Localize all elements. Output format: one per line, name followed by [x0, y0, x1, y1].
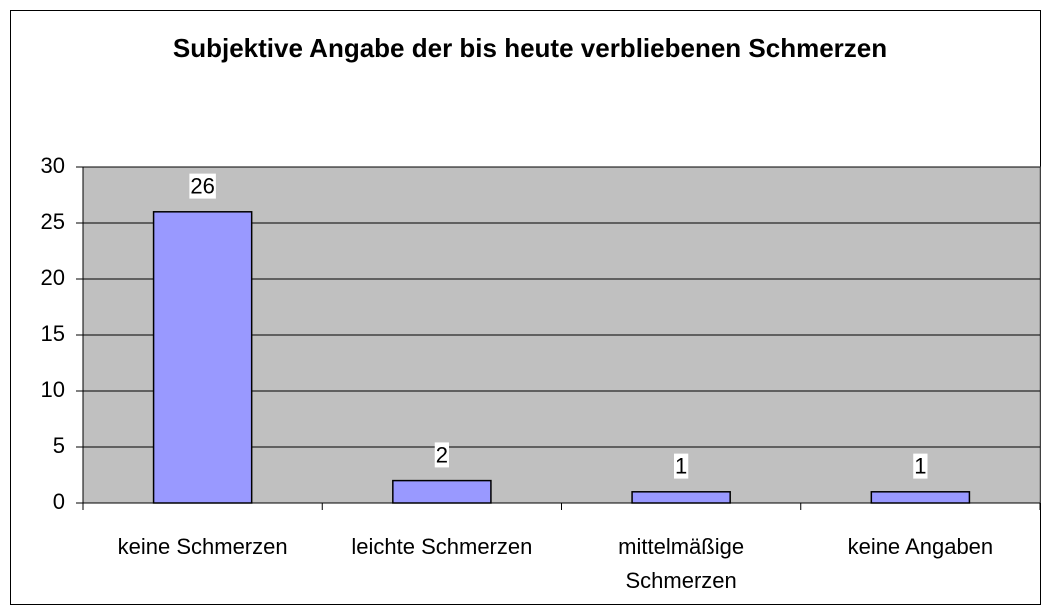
- y-tick-label: 20: [41, 265, 65, 290]
- bar: [152, 211, 253, 504]
- value-label-bg: [434, 442, 449, 468]
- value-label: 1: [675, 454, 687, 479]
- y-tick-label: 0: [53, 489, 65, 514]
- x-tick-label: keine Angaben: [847, 534, 994, 559]
- y-tick-label: 25: [41, 209, 65, 234]
- bar: [392, 479, 492, 504]
- x-tick-label: mittelmäßige Schmerzen: [618, 534, 745, 593]
- value-label: 26: [190, 174, 214, 199]
- y-tick-label: 15: [41, 321, 65, 346]
- y-tick-label: 10: [41, 377, 65, 402]
- value-label-bg: [913, 453, 928, 479]
- bar: [631, 491, 731, 504]
- value-label-bg: [674, 453, 689, 479]
- x-tick-label: keine Schmerzen: [117, 534, 288, 559]
- y-tick-label: 30: [41, 153, 65, 178]
- y-tick-label: 5: [53, 433, 65, 458]
- x-tick-label: leichte Schmerzen: [351, 534, 533, 559]
- bar: [870, 491, 971, 504]
- value-label: 1: [914, 454, 926, 479]
- value-label-bg: [189, 173, 216, 199]
- value-label: 2: [436, 442, 448, 467]
- chart-title: Subjektive Angabe der bis heute verblieb…: [172, 33, 888, 63]
